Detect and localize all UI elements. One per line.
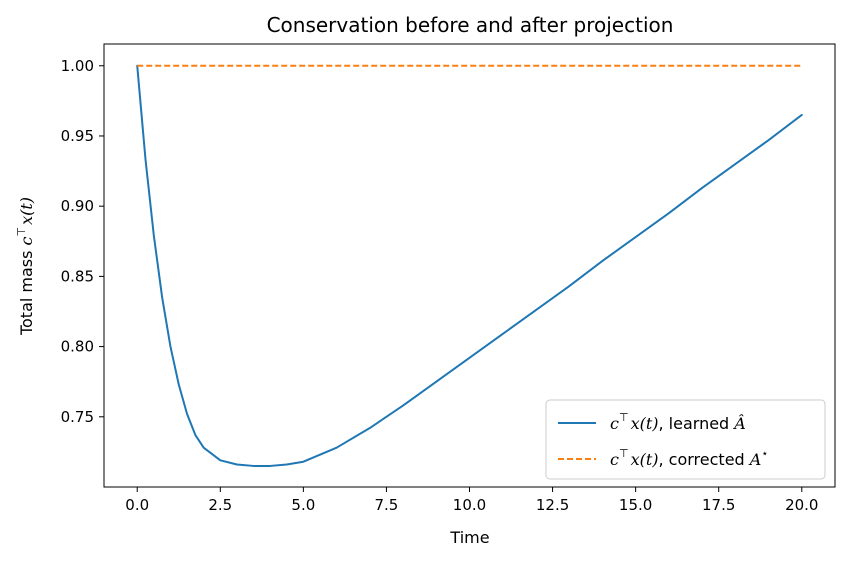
x-tick-label: 7.5	[375, 496, 399, 514]
legend-learned-sup: ⊤	[619, 411, 629, 424]
legend-label-corrected: c⊤ x(t), corrected A⋆	[610, 447, 768, 469]
x-tick-label: 2.5	[208, 496, 232, 514]
legend-learned-symbol: Â	[732, 413, 746, 433]
x-tick-label: 17.5	[702, 496, 735, 514]
y-tick-label: 0.80	[61, 338, 94, 356]
series-layer	[136, 64, 803, 467]
legend-corrected-symbol-sup: ⋆	[761, 447, 768, 460]
x-tick-label: 12.5	[536, 496, 569, 514]
y-axis: 0.75 0.80 0.85 0.90 0.95 1.00	[61, 57, 104, 426]
y-tick-label: 1.00	[61, 57, 94, 75]
x-tick-label: 5.0	[291, 496, 315, 514]
legend-corrected-symbol: A	[748, 450, 762, 469]
y-axis-label-prefix: Total mass	[17, 245, 36, 336]
y-tick-label: 0.95	[61, 127, 94, 145]
legend-corrected-text: , corrected	[659, 450, 750, 469]
y-axis-label: Total mass c⊤ x(t)	[15, 197, 36, 336]
y-axis-label-math: c	[17, 236, 36, 245]
chart-title: Conservation before and after projection	[267, 13, 674, 37]
legend: c⊤ x(t), learned Â c⊤ x(t), corrected A⋆	[545, 399, 826, 480]
y-tick-label: 0.85	[61, 267, 94, 285]
legend-box	[545, 399, 826, 480]
legend-learned-math: c	[610, 414, 619, 433]
x-tick-label: 10.0	[453, 496, 486, 514]
x-axis-label: Time	[449, 528, 489, 547]
x-tick-label: 0.0	[125, 496, 149, 514]
y-tick-label: 0.75	[61, 408, 94, 426]
legend-label-learned: c⊤ x(t), learned Â	[610, 411, 746, 433]
x-tick-label: 15.0	[619, 496, 652, 514]
legend-corrected-sup: ⊤	[619, 447, 629, 460]
x-tick-label: 20.0	[785, 496, 818, 514]
series-line-learned	[136, 64, 803, 467]
y-axis-label-sup: ⊤	[15, 227, 28, 237]
y-tick-label: 0.90	[61, 197, 94, 215]
legend-learned-mid: x(t)	[631, 414, 659, 433]
x-axis: 0.0 2.5 5.0 7.5 10.0 12.5 15.0 17.5 20.0	[125, 487, 818, 514]
legend-learned-text: , learned	[659, 414, 735, 433]
legend-corrected-math: c	[610, 450, 619, 469]
y-axis-label-suffix: x(t)	[17, 197, 36, 225]
legend-corrected-mid: x(t)	[631, 450, 659, 469]
